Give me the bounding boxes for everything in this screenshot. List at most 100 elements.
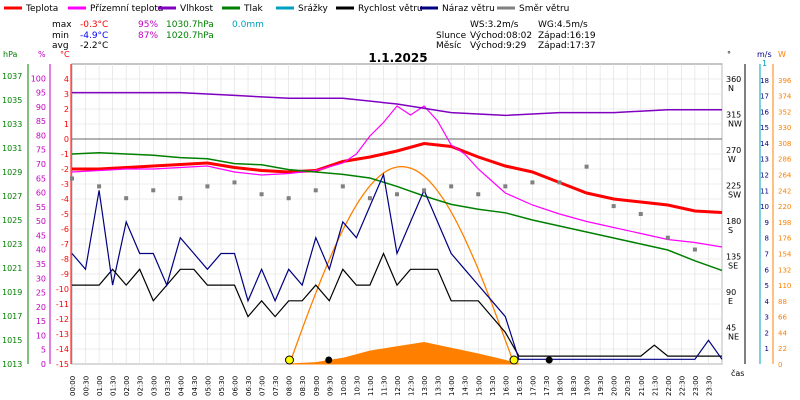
wind-sun-info: WS:3.2m/s WG:4.5m/s Slunce Východ:08:02 … xyxy=(436,20,596,51)
deg-dir: SW xyxy=(728,190,741,199)
temp-tick: 4 xyxy=(64,75,69,84)
ms-tick: 5 xyxy=(765,282,769,290)
temp-tick: -7 xyxy=(61,240,69,249)
mesic-rise: Východ:9:29 xyxy=(470,41,527,51)
wm2-tick: 176 xyxy=(778,235,792,243)
wind-dir-point xyxy=(638,212,643,216)
temp-tick: -4 xyxy=(61,195,69,204)
pct-tick: 95 xyxy=(36,89,46,98)
stat-avg-temp: -2.2°C xyxy=(80,41,108,51)
wm2-tick: 0 xyxy=(778,361,782,369)
wind-dir-point xyxy=(340,184,345,189)
x-tick: 10:00 xyxy=(340,376,348,396)
legend: Teplota Přízemní teplota Vlhkost Tlak Srážky… xyxy=(4,4,569,14)
x-tick: 04:00 xyxy=(177,376,185,396)
stat-max-press: 1030.7hPa xyxy=(166,20,214,30)
x-tick: 15:30 xyxy=(489,376,497,396)
wind-dir-point xyxy=(530,180,535,185)
deg-dir: SE xyxy=(728,261,738,270)
wind-dir-point xyxy=(70,176,74,181)
wind-dir-point xyxy=(232,180,237,185)
temp-tick: -14 xyxy=(56,345,69,354)
ms-tick: 2 xyxy=(765,329,769,337)
ms-tick: 18 xyxy=(760,77,769,85)
hpa-tick: 1015 xyxy=(2,336,22,345)
pct-tick: 45 xyxy=(36,231,46,240)
legend-label: Vlhkost xyxy=(180,4,213,14)
x-axis-label: čas xyxy=(731,368,744,378)
deg-tick: 315 xyxy=(726,110,741,119)
x-tick: 09:30 xyxy=(326,376,334,396)
x-tick: 03:00 xyxy=(150,376,158,396)
ms-tick: 13 xyxy=(760,156,769,164)
hpa-tick: 1025 xyxy=(2,216,22,225)
ms-tick: 6 xyxy=(765,266,770,274)
wind-dir-point xyxy=(178,196,183,201)
x-tick: 00:30 xyxy=(83,376,91,396)
deg-tick: 45 xyxy=(726,323,736,332)
hpa-tick: 1013 xyxy=(2,360,22,369)
wm2-tick: 88 xyxy=(778,298,787,306)
x-tick: 05:00 xyxy=(204,376,212,396)
series-line xyxy=(72,141,723,214)
pct-tick: 5 xyxy=(41,346,46,355)
pct-tick: 0 xyxy=(41,360,46,369)
wind-dir-point xyxy=(503,184,508,189)
temp-tick: -5 xyxy=(61,210,69,219)
x-tick: 23:00 xyxy=(692,376,700,396)
wm2-tick: 374 xyxy=(778,93,792,101)
x-tick: 18:30 xyxy=(570,376,578,396)
wind-dir-point xyxy=(395,192,399,197)
x-tick: 07:00 xyxy=(259,376,267,396)
deg-dir: NW xyxy=(728,119,742,128)
moonset-marker xyxy=(545,356,553,364)
pct-tick: 35 xyxy=(36,260,46,269)
temp-tick: 1 xyxy=(64,120,69,129)
deg-dir: S xyxy=(728,226,733,235)
wg-value: WG:4.5m/s xyxy=(538,20,588,30)
x-tick: 12:30 xyxy=(408,376,416,396)
x-tick: 02:00 xyxy=(123,376,131,396)
x-tick: 16:00 xyxy=(502,376,510,396)
wind-dir-point xyxy=(665,235,670,240)
x-tick: 06:30 xyxy=(245,376,253,396)
ms-tick: 12 xyxy=(760,172,769,180)
ms-tick: 1 xyxy=(765,345,769,353)
mesic-set: Západ:17:37 xyxy=(538,41,596,51)
stat-min-temp: -4.9°C xyxy=(80,31,108,41)
hpa-tick: 1017 xyxy=(2,312,22,321)
ws-value: WS:3.2m/s xyxy=(470,20,519,30)
wind-dir-point xyxy=(476,192,481,197)
wm2-tick: 286 xyxy=(778,156,792,164)
series-line xyxy=(71,105,723,248)
pct-tick: 55 xyxy=(36,203,46,212)
axis-unit-w: W xyxy=(778,50,786,59)
x-tick: 14:00 xyxy=(448,376,456,396)
axis-unit-mm: 1 xyxy=(762,59,767,68)
pct-tick: 25 xyxy=(36,289,46,298)
temp-tick: 3 xyxy=(64,90,69,99)
x-tick: 21:00 xyxy=(638,376,646,396)
pct-tick: 20 xyxy=(36,303,46,312)
temp-tick: 0 xyxy=(64,135,69,144)
pct-tick: 60 xyxy=(36,189,46,198)
legend-label: Náraz větru xyxy=(442,4,495,14)
wind-dir-point xyxy=(151,188,156,193)
x-tick: 14:30 xyxy=(462,376,470,396)
legend-label: Rychlost větru xyxy=(358,4,423,14)
stat-max-hum: 95% xyxy=(138,20,158,30)
wm2-tick: 242 xyxy=(778,187,791,195)
x-tick: 13:00 xyxy=(421,376,429,396)
x-tick: 21:30 xyxy=(651,376,659,396)
wind-dir-point xyxy=(557,180,562,185)
legend-label: Teplota xyxy=(25,4,58,14)
wind-dir-point xyxy=(286,196,291,201)
moonrise-marker xyxy=(325,356,333,364)
axis-unit-pct: % xyxy=(38,50,46,59)
x-tick: 16:30 xyxy=(516,376,524,396)
ms-tick: 17 xyxy=(760,93,769,101)
stat-max-temp: -0.3°C xyxy=(80,20,108,30)
pct-tick: 65 xyxy=(36,174,46,183)
x-tick: 15:00 xyxy=(475,376,483,396)
axis-unit-deg: ° xyxy=(727,50,731,59)
